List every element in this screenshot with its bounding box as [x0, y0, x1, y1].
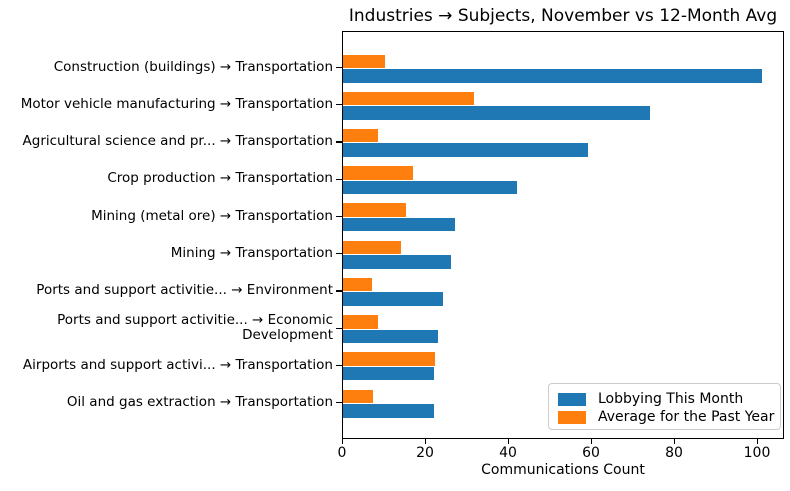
y-tick-label: Oil and gas extraction → Transportation: [66, 393, 333, 410]
bar-lobbying-this-month: [343, 366, 435, 381]
bar-average-for-the-past-year: [343, 203, 407, 217]
x-tick-label: 0: [337, 445, 347, 461]
bar-lobbying-this-month: [343, 255, 451, 269]
bar-average-for-the-past-year: [343, 54, 385, 68]
y-tick-label: Ports and support activitie... → Economi…: [57, 311, 333, 344]
y-tick-label: Motor vehicle manufacturing → Transporta…: [20, 95, 333, 112]
legend-entry: Average for the Past Year: [558, 409, 774, 425]
y-tick-label: Construction (buildings) → Transportatio…: [53, 58, 333, 75]
x-tick-mark: [424, 439, 426, 444]
bar-average-for-the-past-year: [343, 166, 414, 180]
y-tick-mark: [336, 327, 342, 329]
y-tick-mark: [336, 141, 342, 143]
x-axis-label: Communications Count: [481, 462, 645, 478]
bar-lobbying-this-month: [343, 69, 763, 83]
bar-average-for-the-past-year: [343, 315, 378, 329]
bar-lobbying-this-month: [343, 143, 588, 157]
bar-average-for-the-past-year: [343, 389, 373, 403]
y-tick-mark: [336, 104, 342, 106]
x-tick-label: 40: [499, 445, 517, 461]
x-tick-mark: [673, 439, 675, 444]
plot-area: [342, 31, 784, 439]
bar-lobbying-this-month: [343, 106, 651, 120]
y-tick-mark: [336, 290, 342, 292]
legend-label: Lobbying This Month: [598, 391, 744, 407]
legend-entry: Lobbying This Month: [558, 391, 770, 407]
x-tick-label: 100: [743, 445, 771, 461]
bar-average-for-the-past-year: [343, 128, 378, 143]
x-tick-mark: [507, 439, 509, 444]
bar-average-for-the-past-year: [343, 91, 474, 106]
bar-average-for-the-past-year: [343, 240, 402, 255]
legend: Lobbying This Month Average for the Past …: [548, 383, 781, 430]
y-tick-mark: [336, 67, 342, 69]
x-tick-mark: [756, 439, 758, 444]
chart-title: Industries → Subjects, November vs 12-Mo…: [348, 6, 778, 26]
legend-label: Average for the Past Year: [598, 409, 775, 425]
bar-lobbying-this-month: [343, 180, 518, 195]
y-tick-label: Mining (metal ore) → Transportation: [91, 207, 333, 224]
x-tick-mark: [341, 439, 343, 444]
x-tick-label: 60: [582, 445, 600, 461]
y-tick-label: Airports and support activi... → Transpo…: [22, 356, 333, 373]
y-tick-label: Agricultural science and pr... → Transpo…: [22, 133, 333, 150]
y-tick-label: Ports and support activitie... → Environ…: [36, 282, 333, 299]
y-tick-mark: [336, 402, 342, 404]
y-tick-label: Mining → Transportation: [170, 244, 333, 261]
y-tick-mark: [336, 215, 342, 218]
bar-average-for-the-past-year: [343, 352, 436, 366]
bar-lobbying-this-month: [343, 404, 435, 418]
x-tick-label: 20: [416, 445, 434, 461]
x-tick-mark: [590, 439, 592, 444]
bar-lobbying-this-month: [343, 329, 439, 344]
bar-average-for-the-past-year: [343, 277, 373, 292]
y-tick-mark: [336, 253, 342, 255]
x-tick-label: 80: [665, 445, 683, 461]
legend-swatch-average-for-the-past-year: [558, 410, 586, 424]
bar-lobbying-this-month: [343, 217, 456, 232]
y-tick-mark: [336, 364, 342, 366]
bar-lobbying-this-month: [343, 292, 443, 306]
y-tick-mark: [336, 178, 342, 180]
legend-swatch-lobbying-this-month: [558, 392, 586, 406]
y-tick-label: Crop production → Transportation: [107, 170, 333, 187]
